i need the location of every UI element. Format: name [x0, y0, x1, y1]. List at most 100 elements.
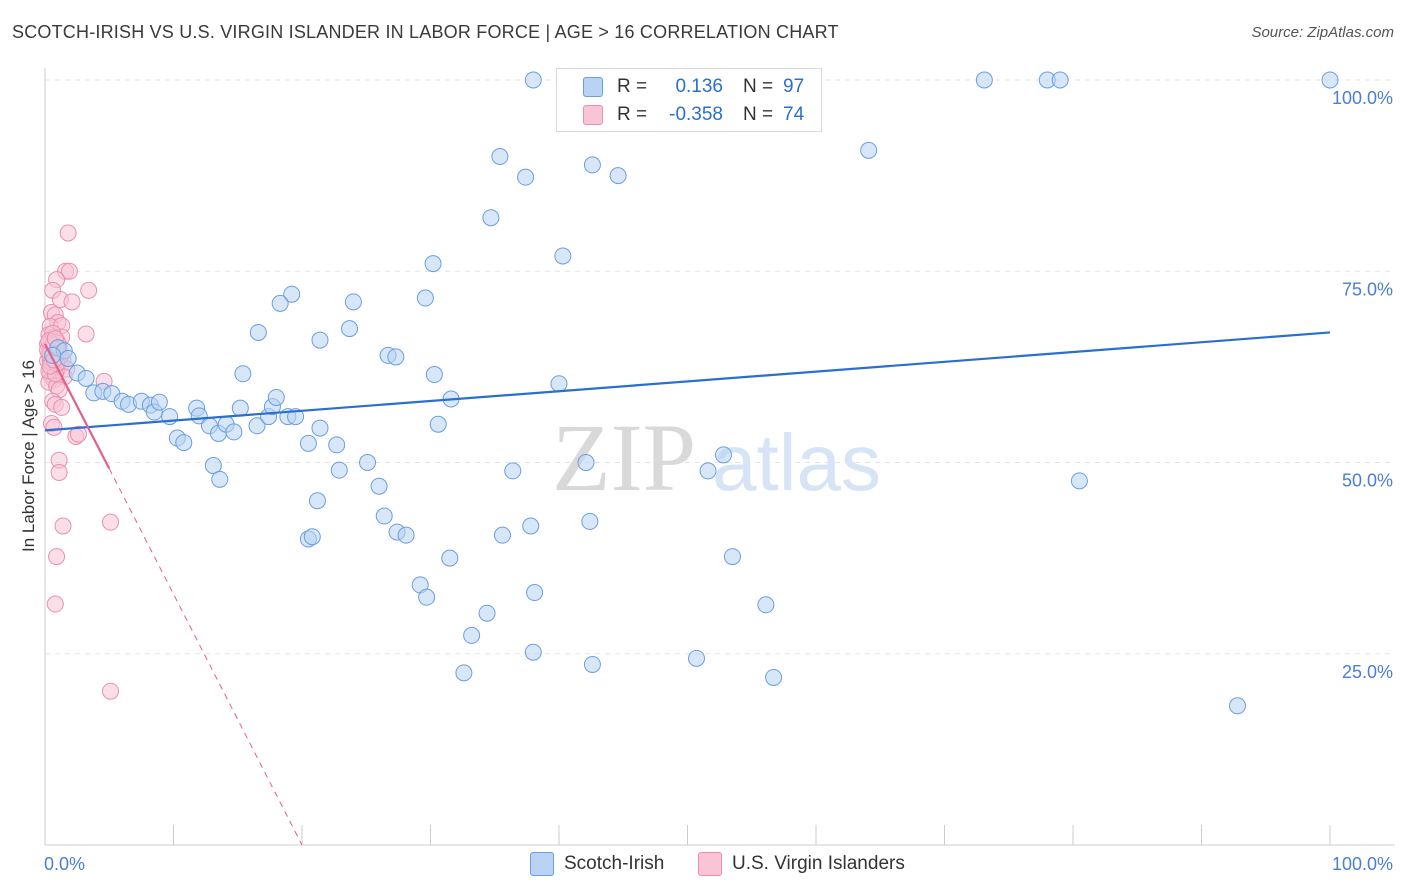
- data-point-scotch-irish: [311, 419, 329, 437]
- data-point-virgin-islanders: [53, 398, 71, 416]
- data-point-virgin-islanders: [59, 224, 77, 242]
- data-point-scotch-irish: [1070, 472, 1088, 490]
- data-point-scotch-irish: [271, 294, 289, 312]
- chart-title: SCOTCH-IRISH VS U.S. VIRGIN ISLANDER IN …: [12, 22, 839, 42]
- data-point-scotch-irish: [308, 492, 326, 510]
- legend-swatch-blue: [583, 77, 603, 97]
- data-point-scotch-irish: [211, 470, 229, 488]
- data-point-scotch-irish: [482, 209, 500, 227]
- x-tick-label: 100.0%: [1332, 854, 1393, 874]
- data-point-scotch-irish: [77, 369, 95, 387]
- y-tick-label: 25.0%: [1342, 662, 1393, 682]
- data-point-scotch-irish: [493, 526, 511, 544]
- legend-r-value: -0.358: [669, 104, 723, 125]
- data-point-virgin-islanders: [80, 281, 98, 299]
- data-point-scotch-irish: [463, 626, 481, 644]
- data-point-scotch-irish: [609, 167, 627, 185]
- data-point-scotch-irish: [517, 168, 535, 186]
- data-point-virgin-islanders: [63, 293, 81, 311]
- data-point-virgin-islanders: [69, 425, 87, 443]
- data-point-scotch-irish: [765, 668, 783, 686]
- data-point-scotch-irish: [175, 434, 193, 452]
- data-point-scotch-irish: [524, 71, 542, 89]
- data-point-scotch-irish: [583, 655, 601, 673]
- bottom-legend-virgin-islanders: U.S. Virgin Islanders: [698, 851, 905, 877]
- data-point-virgin-islanders: [50, 463, 68, 481]
- data-point-scotch-irish: [311, 331, 329, 349]
- legend-n-label: N =: [743, 76, 774, 97]
- series-scotch-irish: [44, 71, 1339, 715]
- data-point-scotch-irish: [504, 462, 522, 480]
- data-point-scotch-irish: [1051, 71, 1069, 89]
- data-point-scotch-irish: [429, 415, 447, 433]
- data-point-virgin-islanders: [45, 418, 63, 436]
- data-point-scotch-irish: [283, 285, 301, 303]
- data-point-scotch-irish: [522, 517, 540, 535]
- data-point-virgin-islanders: [102, 682, 120, 700]
- data-point-scotch-irish: [526, 584, 544, 602]
- data-point-scotch-irish: [299, 434, 317, 452]
- data-point-scotch-irish: [425, 366, 443, 384]
- axis-layer: [44, 68, 1395, 846]
- data-point-scotch-irish: [303, 528, 321, 546]
- data-point-scotch-irish: [975, 71, 993, 89]
- watermark-atlas: atlas: [712, 418, 881, 507]
- data-point-virgin-islanders: [48, 548, 66, 566]
- y-tick-label: 75.0%: [1342, 279, 1393, 299]
- data-point-scotch-irish: [1228, 697, 1246, 715]
- legend-n-value: 74: [783, 104, 805, 125]
- stats-legend: R = 0.136 N = 97 R = -0.358 N = 74: [556, 68, 822, 132]
- data-point-scotch-irish: [418, 588, 436, 606]
- bottom-swatch-blue: [530, 852, 554, 876]
- data-point-scotch-irish: [577, 454, 595, 471]
- data-point-scotch-irish: [225, 423, 243, 441]
- data-point-scotch-irish: [524, 643, 542, 661]
- data-point-scotch-irish: [554, 247, 572, 265]
- grid-layer: [45, 79, 1395, 655]
- x-tick-label: 0.0%: [44, 854, 85, 874]
- data-point-scotch-irish: [249, 323, 267, 341]
- data-point-scotch-irish: [341, 320, 359, 338]
- data-point-scotch-irish: [550, 375, 568, 393]
- data-point-virgin-islanders: [54, 517, 72, 535]
- legend-r-label: R =: [617, 76, 648, 97]
- legend-r-value: 0.136: [675, 76, 723, 97]
- data-point-scotch-irish: [375, 507, 393, 525]
- data-point-scotch-irish: [150, 393, 168, 411]
- data-point-scotch-irish: [370, 477, 388, 495]
- y-axis-title: In Labor Force | Age > 16: [19, 360, 38, 552]
- y-tick-label: 50.0%: [1342, 471, 1393, 491]
- data-point-scotch-irish: [397, 526, 415, 544]
- data-point-virgin-islanders: [60, 262, 78, 280]
- data-point-scotch-irish: [441, 549, 459, 567]
- data-point-scotch-irish: [330, 461, 348, 479]
- data-point-scotch-irish: [1321, 71, 1339, 89]
- trend-lines: [44, 331, 1331, 846]
- trend-line-virgin-islanders: [44, 343, 111, 470]
- data-point-scotch-irish: [581, 512, 599, 530]
- data-point-scotch-irish: [234, 365, 252, 383]
- bottom-legend-label: U.S. Virgin Islanders: [732, 853, 905, 874]
- bottom-legend-scotch-irish: Scotch-Irish: [530, 851, 664, 877]
- data-point-scotch-irish: [723, 548, 741, 566]
- bottom-legend-label: Scotch-Irish: [564, 853, 665, 874]
- data-point-scotch-irish: [387, 348, 405, 366]
- data-point-scotch-irish: [687, 649, 705, 667]
- data-point-scotch-irish: [699, 462, 717, 480]
- data-point-scotch-irish: [344, 293, 362, 311]
- axis-labels: 25.0% 50.0% 75.0% 100.0% 0.0% 100.0% In Labor …: [19, 88, 1393, 874]
- data-point-scotch-irish: [359, 454, 377, 471]
- data-point-virgin-islanders: [46, 595, 64, 613]
- bottom-swatch-pink: [698, 852, 722, 876]
- data-point-scotch-irish: [714, 446, 732, 464]
- data-point-scotch-irish: [416, 289, 434, 307]
- data-point-scotch-irish: [267, 388, 285, 406]
- data-point-virgin-islanders: [77, 325, 95, 343]
- data-point-scotch-irish: [757, 596, 775, 614]
- data-point-scotch-irish: [424, 255, 442, 273]
- legend-swatch-pink: [583, 105, 603, 125]
- watermark-zip: ZIP: [552, 404, 696, 511]
- data-point-scotch-irish: [860, 141, 878, 159]
- data-point-scotch-irish: [328, 436, 346, 454]
